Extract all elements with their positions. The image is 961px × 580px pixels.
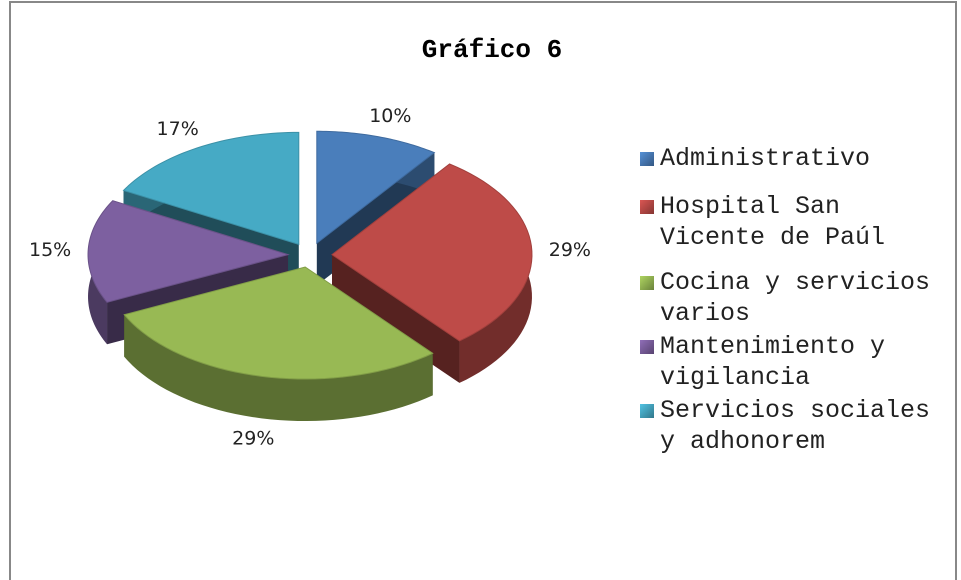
data-label: 10% (369, 105, 411, 127)
slice (123, 266, 434, 380)
frame (9, 1, 957, 580)
legend-swatch (640, 152, 654, 166)
legend-label: Administrativo (660, 144, 871, 173)
data-label: 29% (232, 428, 274, 450)
legend-label: Mantenimiento y vigilancia (660, 332, 886, 392)
legend-entry: Hospital San Vicente de Paúl (640, 191, 955, 253)
legend-entry: Mantenimiento y vigilancia (640, 331, 955, 393)
slice (123, 266, 434, 422)
slice (87, 200, 290, 303)
chart-title: Gráfico 6 (422, 35, 562, 65)
legend-label: Hospital San Vicente de Paúl (660, 192, 886, 252)
legend-swatch (640, 200, 654, 214)
legend-swatch (640, 276, 654, 290)
data-label: 17% (157, 118, 199, 140)
legend-label: Cocina y servicios varios (660, 268, 931, 328)
slice (316, 130, 436, 245)
slice-side (124, 314, 433, 422)
slice (122, 131, 300, 246)
slice (331, 163, 533, 342)
legend-label: Servicios sociales y adhonorem (660, 396, 931, 456)
legend-entry: Cocina y servicios varios (640, 267, 955, 329)
legend-entry: Servicios sociales y adhonorem (640, 395, 955, 457)
data-label: 29% (549, 239, 591, 261)
legend-swatch (640, 340, 654, 354)
data-label: 15% (29, 239, 71, 261)
legend-swatch (640, 404, 654, 418)
legend-entry: Administrativo (640, 143, 955, 174)
